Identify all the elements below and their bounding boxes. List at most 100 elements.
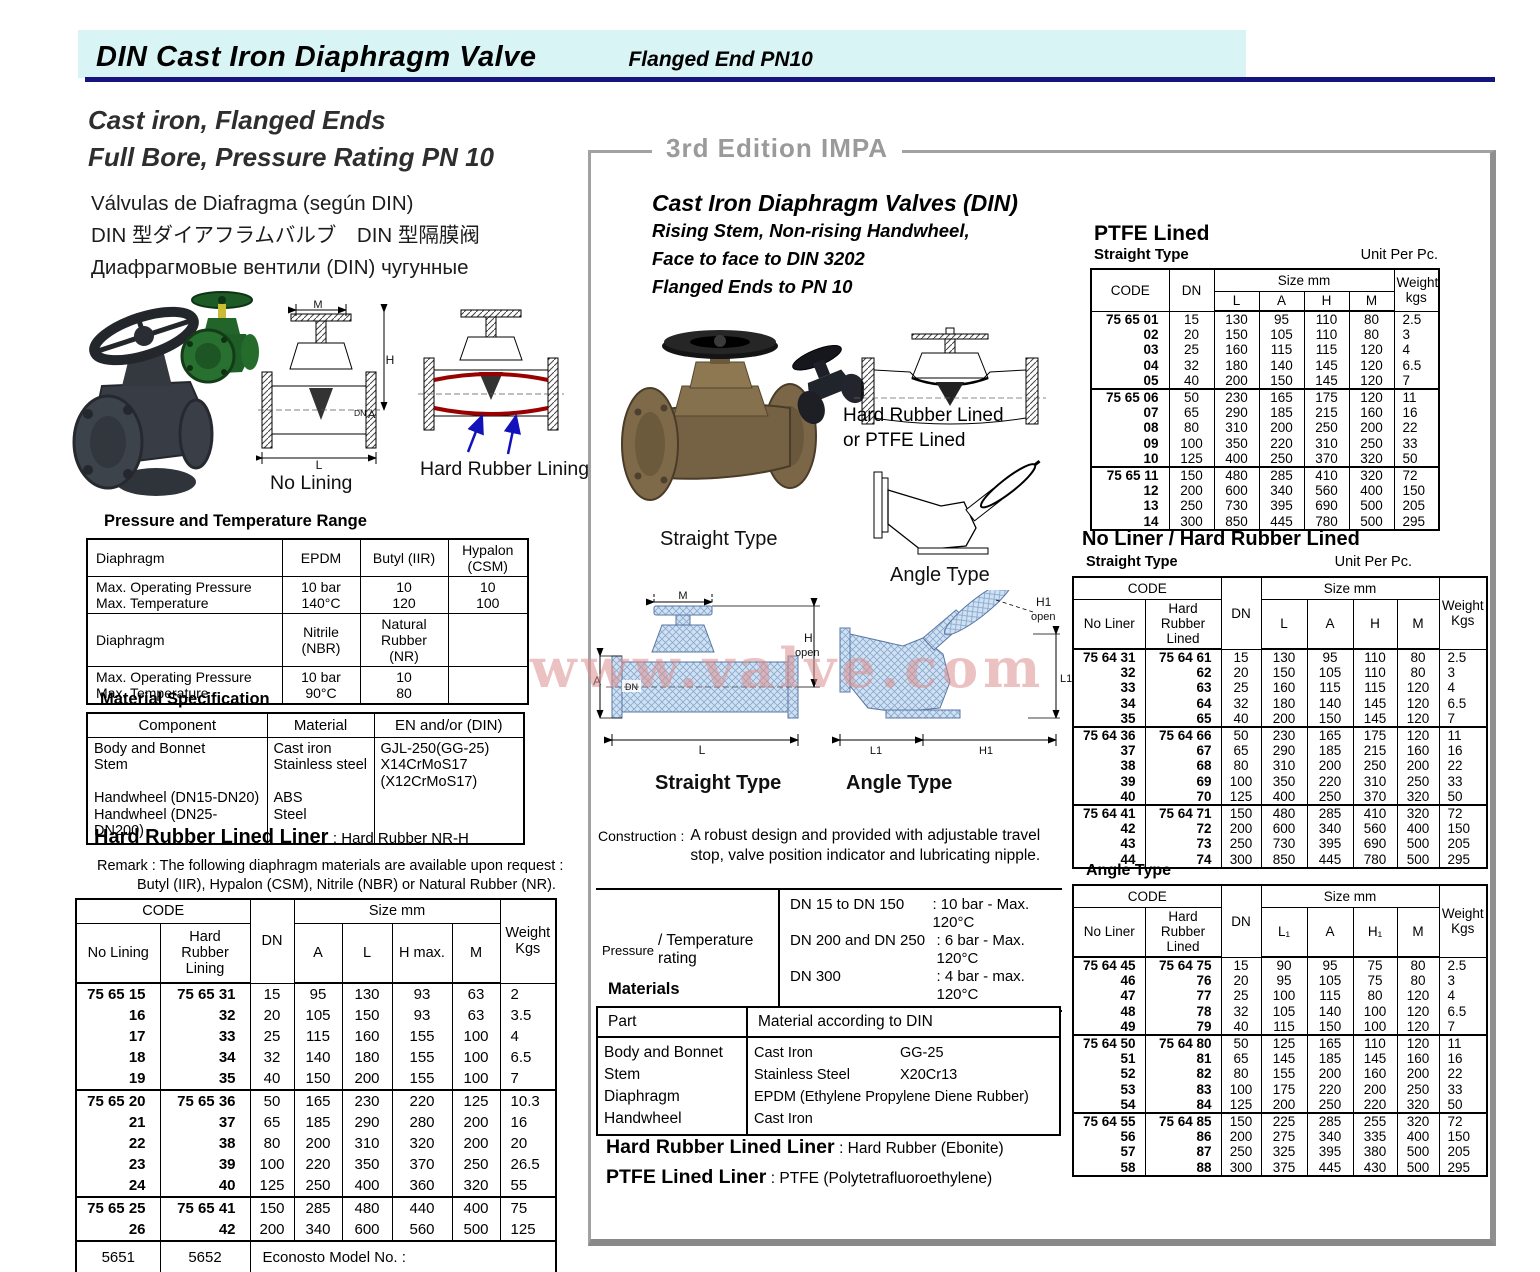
table-cell: 160 bbox=[1260, 680, 1308, 696]
table-cell: 250 bbox=[1168, 498, 1215, 514]
table-cell: 340 bbox=[1306, 821, 1354, 837]
table-cell: 150 bbox=[1306, 1018, 1354, 1036]
table-cell: 250 bbox=[1220, 836, 1262, 852]
table-cell: 225 bbox=[1260, 1112, 1308, 1130]
table-cell: 185 bbox=[1306, 743, 1354, 759]
table-cell: 75 64 85 bbox=[1144, 1112, 1222, 1130]
table-cell: 35 bbox=[1072, 710, 1146, 728]
table-cell: 68 bbox=[1144, 758, 1222, 774]
hard-rubber-lining-diagram bbox=[418, 309, 564, 455]
lined-caption-line1: Hard Rubber Lined bbox=[843, 405, 1004, 426]
table-cell: 75 bbox=[1352, 957, 1398, 974]
table-cell: 310 bbox=[1352, 773, 1398, 789]
table-cell: 95 bbox=[1306, 649, 1354, 666]
table-cell: 54 bbox=[1072, 1096, 1146, 1114]
table-cell: 100 bbox=[1220, 773, 1262, 789]
table-cell: 215 bbox=[1303, 405, 1350, 421]
col-header: EN and/or (DIN) bbox=[373, 712, 525, 738]
col-header-no-lining: No Lining bbox=[75, 922, 161, 984]
table-cell: 230 bbox=[341, 1089, 393, 1112]
table-cell: 40 bbox=[1220, 710, 1262, 728]
valve-photo-dark bbox=[72, 306, 214, 496]
table-cell: 220 bbox=[1306, 773, 1354, 789]
table-cell: 120 bbox=[1396, 726, 1440, 744]
table-cell: 150 bbox=[249, 1196, 295, 1219]
table-cell: 56 bbox=[1072, 1129, 1146, 1145]
table-cell: 445 bbox=[1306, 851, 1354, 868]
table-cell: 320 bbox=[1396, 1112, 1440, 1130]
table-cell: 23 bbox=[75, 1154, 161, 1175]
table-cell: 500 bbox=[1348, 513, 1395, 530]
table-cell: 120 bbox=[1396, 1018, 1440, 1036]
table-cell: 600 bbox=[341, 1219, 393, 1241]
dim-label-m: M bbox=[678, 590, 687, 602]
table-cell: 395 bbox=[1306, 836, 1354, 852]
spanish-line: Válvulas de Diafragma (según DIN) bbox=[91, 192, 414, 215]
materials-values-cell: Cast Iron GG-25 Stainless Steel X20Cr13 EP… bbox=[746, 1037, 1060, 1135]
col-header-no-liner: No Liner bbox=[1072, 598, 1146, 650]
table-cell: 34 bbox=[159, 1047, 251, 1068]
construction-note: Construction : A robust design and provi… bbox=[598, 826, 1068, 866]
table-cell: 500 bbox=[1396, 1144, 1440, 1160]
col-header-m: M bbox=[451, 922, 501, 984]
table-cell: 2.5 bbox=[1438, 957, 1488, 974]
dim-label-h: H bbox=[386, 353, 395, 367]
table-cell: 63 bbox=[1144, 680, 1222, 696]
table-cell: 33 bbox=[1438, 1081, 1488, 1097]
table-cell: 3 bbox=[1438, 973, 1488, 989]
table-cell: 80 bbox=[1396, 649, 1440, 666]
table-cell: 38 bbox=[1072, 758, 1146, 774]
table-cell: 560 bbox=[1352, 821, 1398, 837]
table-cell: 445 bbox=[1258, 513, 1305, 530]
ptfe-liner-line: PTFE Lined Liner : PTFE (Polytetrafluoro… bbox=[606, 1166, 992, 1189]
col-header-h: H bbox=[1303, 290, 1350, 312]
table-cell: 350 bbox=[1260, 773, 1308, 789]
table-cell: 20 bbox=[1220, 973, 1262, 989]
table-cell: 42 bbox=[159, 1219, 251, 1241]
table-cell: 430 bbox=[1352, 1159, 1398, 1176]
table-cell: 180 bbox=[1260, 695, 1308, 711]
col-header-code: CODE bbox=[1090, 268, 1170, 312]
table-cell: 62 bbox=[1144, 665, 1222, 681]
table-cell: 125 bbox=[1260, 1034, 1308, 1052]
construction-label: Construction : bbox=[598, 828, 685, 844]
table-cell: 250 bbox=[1220, 1144, 1262, 1160]
table-cell: 200 bbox=[1220, 1129, 1262, 1145]
table-cell: 02 bbox=[1090, 327, 1170, 343]
table-cell: 480 bbox=[1260, 804, 1308, 822]
table-cell: 250 bbox=[1396, 773, 1440, 789]
table-cell: 275 bbox=[1260, 1129, 1308, 1145]
table-cell: 200 bbox=[1213, 372, 1260, 390]
table-cell: 19 bbox=[75, 1068, 161, 1090]
table-cell: 850 bbox=[1213, 513, 1260, 530]
table-cell: 200 bbox=[1352, 1081, 1398, 1097]
noliner-type-row: Straight Type Unit Per Pc. bbox=[1086, 554, 1412, 570]
dim-label-h: H bbox=[804, 631, 813, 645]
table-cell: 320 bbox=[1396, 788, 1440, 806]
table-cell: 150 bbox=[1258, 372, 1305, 390]
table-cell: 37 bbox=[1072, 743, 1146, 759]
table-cell: 445 bbox=[1306, 1159, 1354, 1176]
footer-cell: Econosto Model No. : bbox=[249, 1240, 557, 1272]
table-cell: Body and Bonnet Stem Handwheel (DN15-DN2… bbox=[86, 736, 268, 844]
dim-label-l1b: L1 bbox=[870, 745, 882, 757]
rating-label-rest: / Temperature rating bbox=[658, 932, 754, 967]
table-cell: 6.5 bbox=[1438, 1003, 1488, 1019]
table-cell: 6.5 bbox=[1438, 695, 1488, 711]
left-heading-line1: Cast iron, Flanged Ends bbox=[88, 105, 386, 135]
table-cell: 69 bbox=[1144, 773, 1222, 789]
table-cell: 250 bbox=[1306, 788, 1354, 806]
table-cell: 48 bbox=[1072, 1003, 1146, 1019]
header-rule bbox=[85, 77, 1495, 82]
remark-line2: Butyl (IIR), Hypalon (CSM), Nitrile (NBR… bbox=[137, 877, 556, 893]
table-cell: 200 bbox=[1396, 1066, 1440, 1082]
table-cell: 410 bbox=[1303, 466, 1350, 484]
table-cell: 150 bbox=[1438, 1129, 1488, 1145]
table-cell: 400 bbox=[1260, 788, 1308, 806]
table-cell: 115 bbox=[1258, 342, 1305, 358]
table-cell: 80 bbox=[1220, 1066, 1262, 1082]
col-header-hrl: Hard Rubber Lining bbox=[159, 922, 251, 984]
table-cell: 115 bbox=[1352, 680, 1398, 696]
left-heading: Cast iron, Flanged Ends Full Bore, Press… bbox=[88, 102, 494, 176]
part-name: Body and Bonnet bbox=[604, 1044, 723, 1061]
